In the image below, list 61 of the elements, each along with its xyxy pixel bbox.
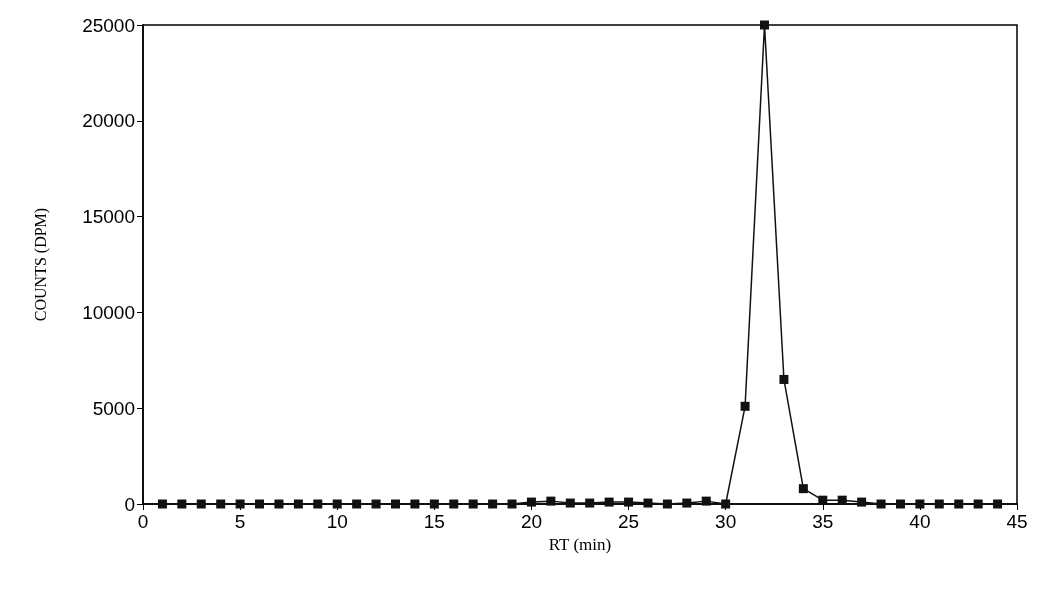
x-tick-label: 0 (137, 511, 149, 532)
y-tick-label: 20000 (82, 110, 135, 132)
x-tick-label: 45 (1006, 511, 1028, 532)
point (274, 499, 284, 509)
x-tick-label: 35 (812, 511, 834, 532)
point (410, 499, 420, 509)
point (429, 499, 439, 509)
point (643, 498, 653, 508)
point (235, 499, 245, 509)
point (546, 496, 556, 506)
x-axis-title: RT (min) (548, 534, 612, 554)
x-tick-label: 15 (423, 511, 445, 532)
y-tick-label: 10000 (82, 301, 135, 323)
point (701, 496, 711, 506)
point (157, 499, 167, 509)
x-tick-label: 20 (520, 511, 543, 532)
point (934, 499, 944, 509)
y-tick-label: 0 (124, 493, 135, 515)
point (488, 499, 498, 509)
point (662, 499, 672, 509)
point (740, 401, 750, 411)
y-tick-label: 5000 (92, 397, 135, 419)
point (779, 374, 789, 384)
point (760, 20, 770, 30)
point (818, 495, 828, 505)
point (507, 499, 517, 509)
point (293, 499, 303, 509)
point (876, 499, 886, 509)
point (604, 497, 614, 507)
point (721, 499, 731, 509)
x-tick-label: 25 (617, 511, 640, 532)
point (449, 499, 459, 509)
point (993, 499, 1003, 509)
point (857, 497, 867, 507)
point (371, 499, 381, 509)
point (565, 498, 575, 508)
point (973, 499, 983, 509)
x-tick-label: 40 (909, 511, 931, 532)
point (526, 497, 536, 507)
point (390, 499, 400, 509)
point (313, 499, 323, 509)
point (682, 498, 692, 508)
point (895, 499, 905, 509)
x-tick-label: 30 (715, 511, 737, 532)
x-tick-label: 5 (234, 511, 246, 532)
point (585, 498, 595, 508)
point (954, 499, 964, 509)
y-tick-label: 25000 (82, 14, 135, 36)
point (177, 499, 187, 509)
point (915, 499, 925, 509)
point (468, 499, 478, 509)
point (196, 499, 206, 509)
y-tick-label: 15000 (82, 206, 135, 228)
point (798, 484, 808, 494)
point (216, 499, 226, 509)
point (332, 499, 342, 509)
point (255, 499, 265, 509)
point (352, 499, 362, 509)
x-tick-label: 10 (326, 511, 348, 532)
y-axis-title: COUNTS (DPM) (31, 207, 50, 322)
point (624, 497, 634, 507)
